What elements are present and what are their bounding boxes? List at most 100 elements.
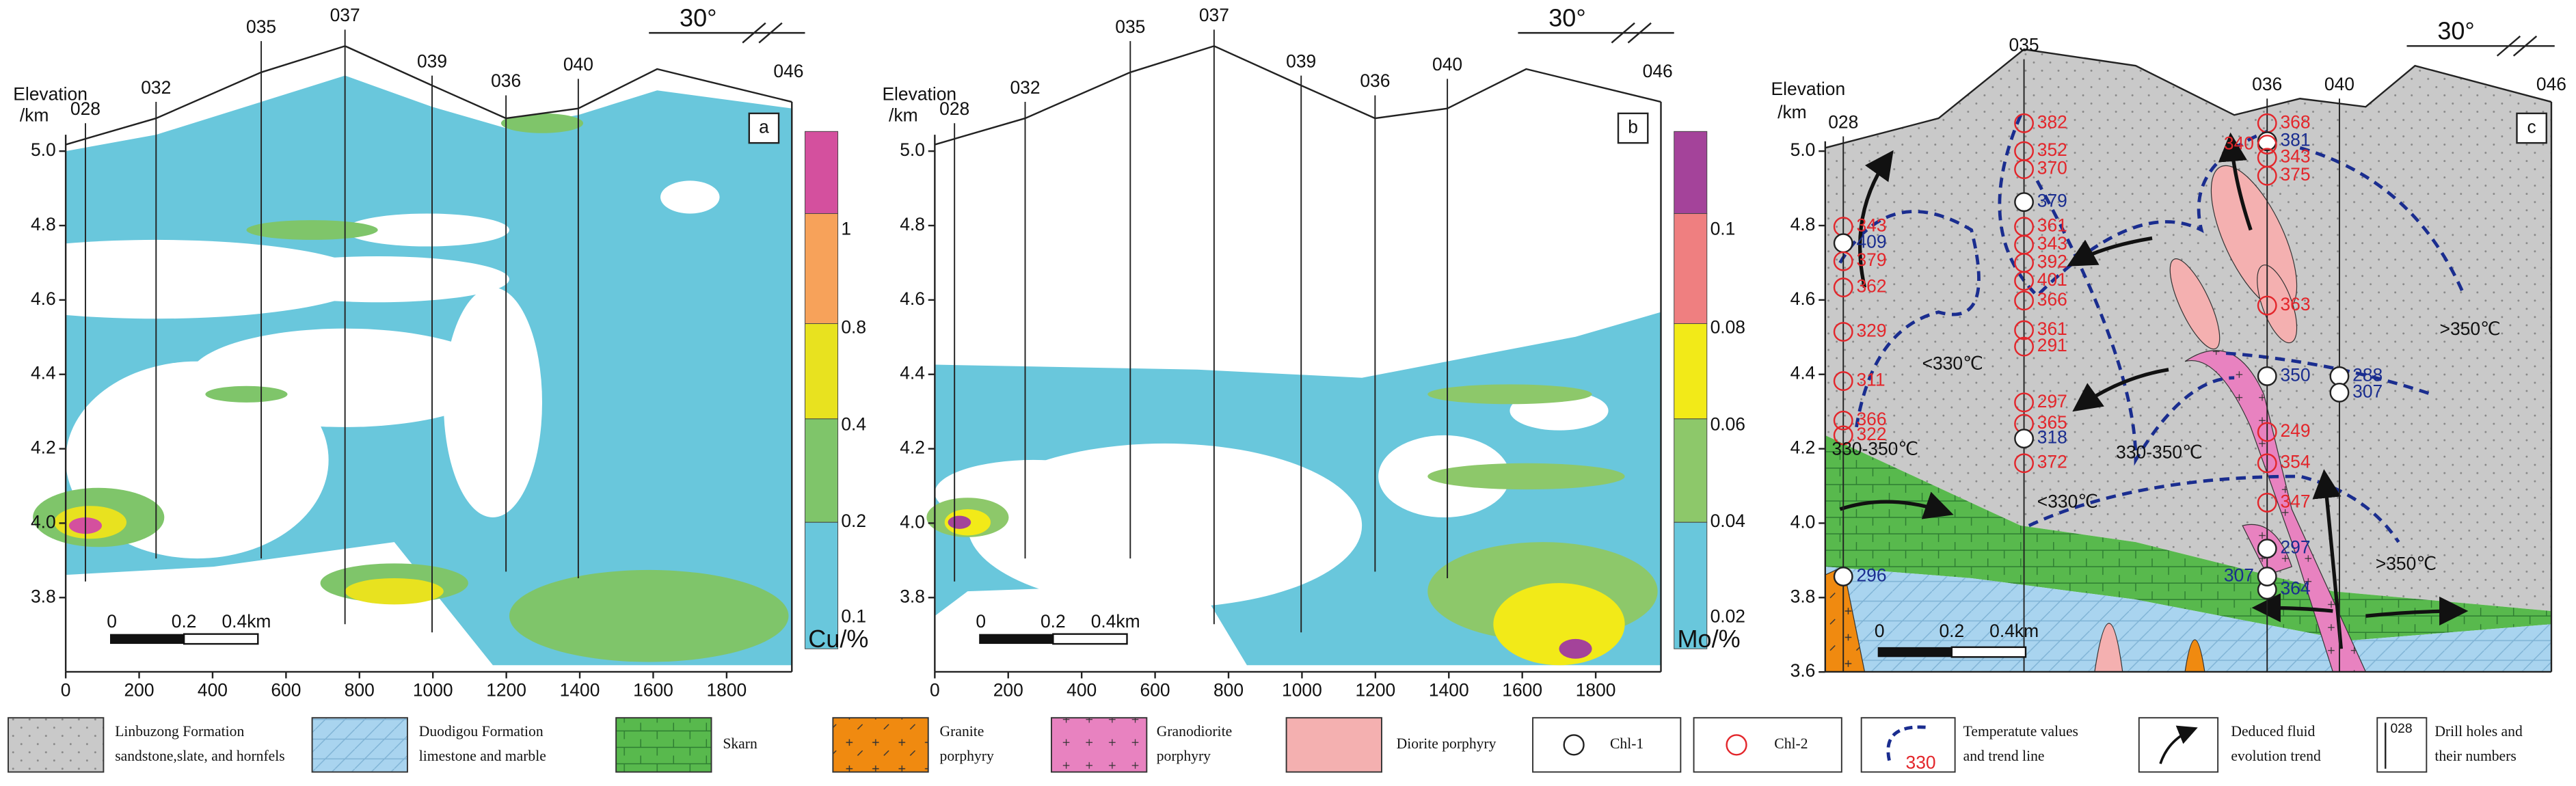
temperature-line (1998, 114, 2268, 299)
sample-temp: 296 (1856, 565, 1886, 586)
legend-swatch (832, 717, 929, 773)
x-tick-label: 1000 (1282, 680, 1322, 701)
colorbar-segment (805, 521, 839, 649)
sample-temp: 379 (2037, 191, 2067, 211)
chl2-sample (1833, 251, 1853, 271)
temperature-label: >350℃ (2440, 319, 2501, 339)
sample-temp: 354 (2280, 452, 2310, 472)
chl1-sample (2014, 429, 2034, 449)
sample-temp: 362 (1856, 276, 1886, 297)
sample-temp: 372 (2037, 452, 2067, 472)
contour-high (345, 578, 444, 605)
sample-temp: 329 (1856, 320, 1886, 340)
temperature-label: <330℃ (1922, 353, 1983, 374)
y-tick-label: 3.8 (900, 586, 925, 606)
legend-swatch-label: 028 (2390, 722, 2412, 736)
granite (2184, 639, 2205, 673)
hole-label: 039 (417, 51, 447, 71)
chl2-sample (1833, 425, 1853, 446)
y-tick-label: 4.2 (31, 437, 56, 458)
temperature-label: 330-350℃ (1832, 438, 1918, 459)
chl1-sample (1833, 233, 1853, 254)
y-tick-label: 4.0 (31, 511, 56, 532)
x-tick-label: 1200 (1355, 680, 1395, 701)
chl2-sample (1833, 371, 1853, 391)
fluid-arrow (1857, 150, 1894, 288)
hole-label: 037 (1199, 5, 1229, 25)
legend-swatch (1532, 717, 1682, 773)
elevation-unit: /km (889, 105, 918, 126)
chl1-sample (1833, 567, 1853, 586)
legend-text: porphyry (940, 748, 994, 764)
colorbar-label: 1 (841, 218, 851, 239)
legend-text: Granite (940, 723, 984, 740)
sample-temp: 343 (1856, 215, 1886, 236)
hole-label: 028 (1828, 111, 1858, 132)
chl2-sample (1833, 410, 1853, 431)
chl2-sample (2014, 320, 2034, 340)
elevation-label: Elevation (13, 83, 88, 104)
colorbar-label: 0.8 (841, 317, 866, 338)
x-tick-label: 200 (124, 680, 154, 701)
x-tick-label: 1200 (486, 680, 526, 701)
y-tick-label: 4.2 (1790, 437, 1816, 458)
temperature-label: <330℃ (2037, 491, 2098, 511)
hole-label: 035 (1115, 16, 1145, 37)
legend-text: their numbers (2434, 748, 2516, 764)
scale-black (979, 634, 1054, 645)
colorbar-segment (1674, 213, 1708, 324)
panel-letter: c (2527, 116, 2536, 137)
y-tick-label: 5.0 (31, 139, 56, 160)
sample-temp: 350 (2280, 364, 2310, 385)
sample-temp: 379 (1856, 249, 1886, 270)
colorbar-segment (805, 418, 839, 523)
chl2-sample (2014, 392, 2034, 413)
sample-temp: 347 (2280, 491, 2310, 511)
x-tick-label: 0 (930, 680, 940, 701)
y-tick-label: 4.4 (900, 363, 925, 383)
y-tick-label: 4.0 (1790, 511, 1816, 532)
y-tick-label: 4.6 (1790, 288, 1816, 309)
legend-text: Linbuzong Formation (115, 723, 244, 740)
sample-temp: 366 (1856, 409, 1886, 429)
sample-temp: 311 (1856, 370, 1885, 390)
y-tick-label: 4.4 (1790, 363, 1816, 383)
sample-temp: 363 (2280, 294, 2310, 314)
colorbar-segment (805, 323, 839, 420)
legend-text: porphyry (1157, 748, 1211, 764)
x-tick-label: 1800 (1576, 680, 1616, 701)
temperature-label: 330-350℃ (2116, 442, 2203, 462)
hole-label: 032 (1010, 77, 1040, 98)
contour-high (1493, 583, 1625, 666)
colorbar-segment (1674, 323, 1708, 420)
chl2-sample (2257, 492, 2277, 513)
strike-symbol (1518, 22, 1674, 44)
hole-label: 035 (2009, 34, 2039, 55)
contour-gap (0, 239, 370, 319)
scale-black (1877, 647, 1952, 658)
sample-temp: 249 (2280, 420, 2310, 441)
x-tick-label: 0 (61, 680, 71, 701)
legend-text: evolution trend (2231, 748, 2321, 764)
sample-temp: 366 (2037, 289, 2067, 310)
legend-swatch (311, 717, 408, 773)
hole-label: 035 (246, 16, 276, 37)
chl2-sample (2014, 271, 2034, 291)
strike-label: 30° (1548, 3, 1586, 31)
scale-black (110, 634, 185, 645)
scale-white (1052, 633, 1128, 645)
y-tick-label: 3.8 (1790, 586, 1816, 606)
chl2-sample (2257, 453, 2277, 474)
scale-white (183, 633, 259, 645)
hole-label: 046 (773, 61, 803, 81)
sample-temp: 297 (2037, 391, 2067, 411)
contour-mid (500, 113, 584, 133)
diorite (2094, 623, 2123, 673)
chl2-sample (1833, 277, 1853, 298)
chl2-sample (2014, 453, 2034, 474)
panel-letter-box (1617, 112, 1649, 144)
colorbar-segment (805, 131, 839, 214)
hornfels (1825, 49, 2551, 612)
sample-temp: 361 (2037, 319, 2067, 339)
